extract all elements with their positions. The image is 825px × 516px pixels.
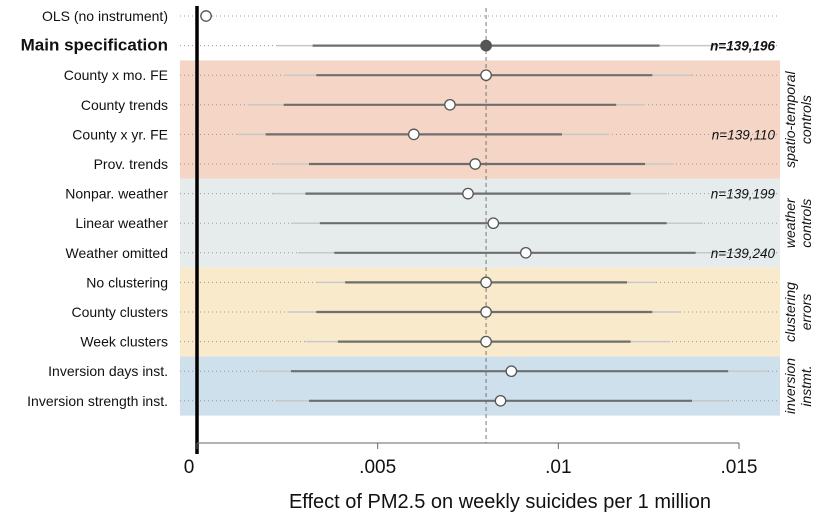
- group-label: inversioninstmt.: [782, 358, 814, 414]
- row-label: Prov. trends: [94, 156, 168, 172]
- group-label: clusteringerrors: [782, 282, 814, 342]
- x-tick-label: .01: [545, 457, 571, 478]
- estimates: n=139,196 n=139,110 n=139,199 n=139,240: [200, 10, 776, 407]
- x-tick-label: .015: [721, 457, 758, 478]
- group-label-line: controls: [798, 199, 814, 248]
- row-label: Inversion strength inst.: [27, 393, 168, 409]
- row-label: County x yr. FE: [72, 126, 168, 142]
- point-estimate: [444, 98, 456, 111]
- point-estimate: [480, 335, 492, 348]
- point-estimate: [494, 394, 507, 407]
- row-label: OLS (no instrument): [42, 8, 168, 24]
- group-labels: spatio-temporalcontrolsweathercontrolscl…: [782, 70, 814, 414]
- row-label: Inversion days inst.: [48, 363, 168, 379]
- row-label: Linear weather: [75, 215, 168, 231]
- point-estimate: [407, 128, 420, 141]
- group-label: weathercontrols: [782, 197, 814, 248]
- group-band: [180, 356, 780, 416]
- row-label: County clusters: [72, 304, 168, 320]
- row-label: County trends: [81, 97, 168, 113]
- group-label-line: instmt.: [798, 365, 814, 406]
- point-estimate: [519, 246, 532, 259]
- point-estimate: [480, 69, 492, 82]
- x-tick-label: 0: [184, 457, 195, 478]
- point-estimate: [462, 187, 474, 200]
- group-label-line: controls: [798, 95, 814, 144]
- point-estimate: [480, 276, 492, 289]
- point-estimate: [480, 306, 492, 318]
- point-estimate: [480, 39, 492, 52]
- group-label: spatio-temporalcontrols: [782, 70, 814, 167]
- x-axis-label: Effect of PM2.5 on weekly suicides per 1…: [289, 491, 711, 513]
- row-labels: OLS (no instrument) Main specification Cou…: [21, 8, 169, 409]
- point-estimate: [505, 365, 518, 378]
- sample-size-label: n=139,199: [711, 187, 776, 202]
- group-label-line: errors: [798, 294, 814, 331]
- row-label: Weather omitted: [66, 245, 168, 261]
- row-label: Nonpar. weather: [65, 186, 168, 202]
- sample-size-label: n=139,240: [711, 246, 776, 261]
- sample-size-label: n=139,196: [710, 39, 775, 54]
- row-label: Main specification: [21, 36, 168, 55]
- group-label-line: inversion: [782, 358, 798, 414]
- group-bands: [180, 60, 780, 416]
- group-label-line: spatio-temporal: [782, 70, 798, 167]
- x-tick-label: .005: [359, 457, 396, 478]
- sample-size-label: n=139,110: [712, 127, 776, 142]
- group-label-line: weather: [782, 197, 798, 248]
- point-estimate: [487, 217, 500, 230]
- group-band: [180, 60, 780, 179]
- row-label: County x mo. FE: [64, 67, 168, 83]
- group-label-line: clustering: [782, 282, 798, 342]
- row-label: Week clusters: [80, 334, 168, 350]
- point-estimate: [200, 10, 212, 22]
- point-estimate: [469, 158, 482, 170]
- row-label: No clustering: [86, 274, 168, 290]
